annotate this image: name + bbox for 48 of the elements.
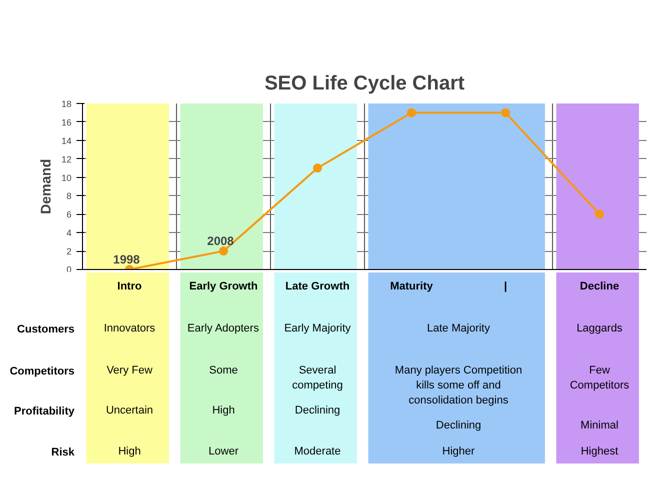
text: Customers <box>17 324 75 336</box>
y-tick-label: 10 <box>61 172 72 183</box>
x-tick-label: Intro <box>117 280 142 292</box>
y-tick-label: 18 <box>61 99 72 109</box>
x-tick-label: Late Growth <box>285 280 350 292</box>
point <box>219 246 228 256</box>
point <box>407 108 416 118</box>
text: Early Adopters <box>187 322 260 334</box>
text: Several competing <box>292 364 343 392</box>
text: Late Majority <box>427 322 490 334</box>
chart-title: SEO Life Cycle Chart <box>264 72 465 94</box>
point <box>501 108 510 118</box>
x-tick-label: | <box>504 280 508 292</box>
text: Early Majority <box>284 322 352 334</box>
text: Lower <box>208 446 239 458</box>
y-tick-label: 16 <box>61 117 72 128</box>
text: Declining <box>436 420 482 432</box>
y-tick-label: 8 <box>66 191 72 202</box>
point <box>313 164 322 173</box>
x-tick-label: Early Growth <box>189 280 258 292</box>
text: Highest <box>580 446 618 458</box>
y-axis-title: Demand <box>37 158 54 214</box>
point <box>595 210 604 219</box>
y-tick-label: 14 <box>61 136 72 146</box>
text: Few Competitors <box>570 364 630 392</box>
text: Uncertain <box>106 404 154 416</box>
text: Declining <box>294 404 340 416</box>
text: Very Few <box>106 364 152 376</box>
x-tick-label: Maturity <box>390 280 434 292</box>
text: Laggards <box>576 322 623 334</box>
text: Risk <box>51 446 76 458</box>
text: Some <box>209 364 238 376</box>
text: Moderate <box>294 446 341 458</box>
text: Many players Competition kills some off and consolidation begins <box>394 364 522 406</box>
text: Higher <box>442 446 476 458</box>
text: Minimal <box>580 420 618 432</box>
y-tick-label: 4 <box>66 228 72 238</box>
y-tick-label: 2 <box>66 246 72 257</box>
text: Innovators <box>104 322 156 334</box>
y-tick-label: 12 <box>61 154 72 164</box>
y-tick-label: 6 <box>66 210 72 220</box>
text: Competitors <box>10 366 74 378</box>
annotation: 1998 <box>113 252 140 266</box>
x-tick-label: Decline <box>580 280 620 292</box>
text: High <box>118 446 141 458</box>
annotation: 2008 <box>207 234 234 248</box>
text: Profitability <box>14 406 76 418</box>
text: High <box>212 404 235 416</box>
